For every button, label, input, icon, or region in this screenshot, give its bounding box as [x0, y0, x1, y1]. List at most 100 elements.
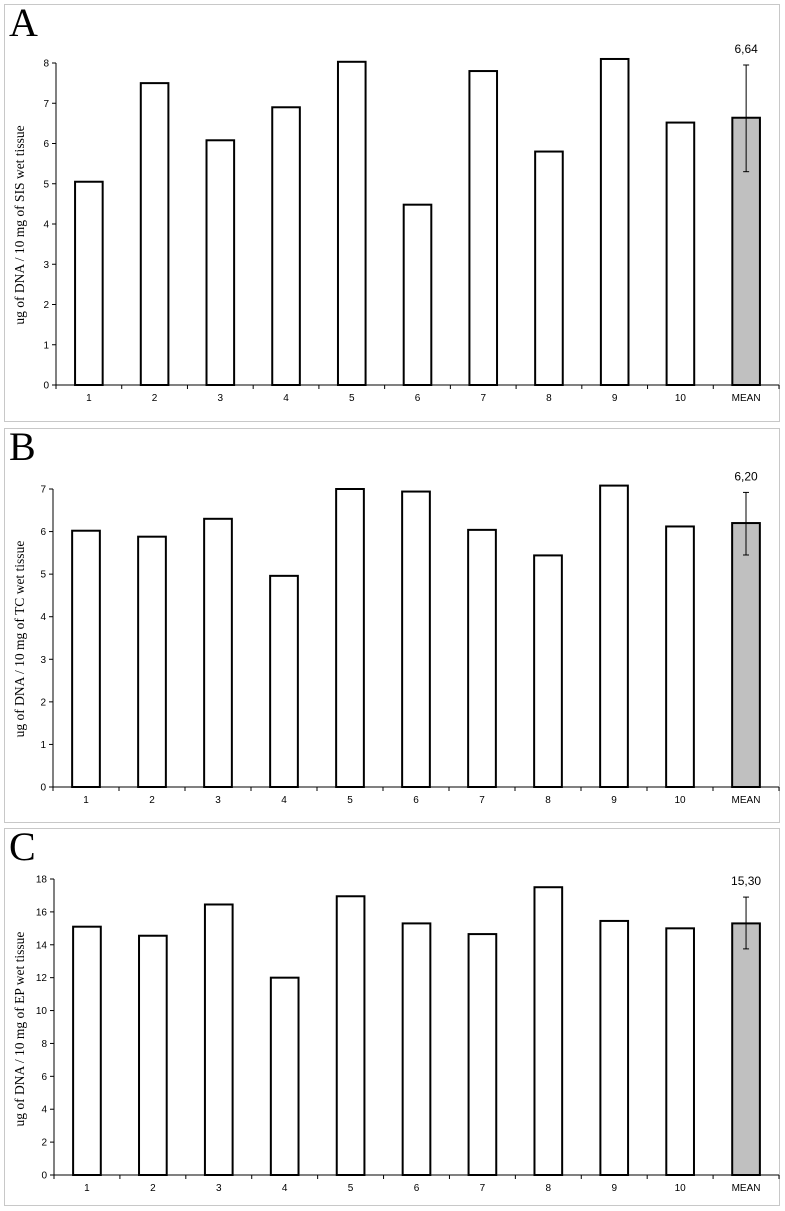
x-tick-label-a: MEAN [732, 393, 761, 404]
y-tick-label-a: 6 [43, 139, 49, 150]
y-tick-label-b: 1 [40, 740, 46, 751]
y-tick-label-a: 2 [43, 300, 49, 311]
x-tick-label-a: 1 [86, 393, 92, 404]
bar-a [599, 57, 630, 386]
y-tick-label-a: 7 [43, 99, 49, 110]
x-tick-label-c: MEAN [732, 1183, 761, 1194]
bar-c [533, 886, 564, 1176]
x-tick-label-a: 6 [415, 393, 421, 404]
y-tick-label-c: 14 [36, 940, 48, 951]
bar-a [205, 139, 236, 386]
y-tick-label-b: 6 [40, 527, 46, 538]
x-tick-label-a: 7 [480, 393, 486, 404]
y-tick-label-c: 18 [36, 875, 48, 886]
y-tick-label-b: 0 [40, 783, 46, 794]
bar-b [533, 554, 563, 789]
y-tick-label-b: 3 [40, 655, 46, 666]
bar-a [468, 70, 499, 387]
mean-value-label-b: 6,20 [734, 469, 758, 483]
bar-a [402, 203, 433, 386]
bar-b [269, 574, 299, 788]
x-tick-label-c: 5 [348, 1183, 354, 1194]
bar-c [599, 919, 630, 1176]
x-tick-label-c: 6 [414, 1183, 420, 1194]
x-tick-label-c: 3 [216, 1183, 222, 1194]
bar-chart-b: 0 1 2 3 4 5 6 7 1 2 3 4 5 6 7 8 9 10 MEAN 6,20 [40, 469, 780, 806]
x-tick-label-b: 8 [545, 795, 551, 806]
x-tick-label-c: 8 [546, 1183, 552, 1194]
panel-letter-b: B [9, 424, 36, 469]
panel-letter-a: A [9, 0, 38, 45]
x-tick-label-b: MEAN [732, 795, 761, 806]
bar-c [401, 922, 432, 1177]
x-tick-label-b: 10 [674, 795, 686, 806]
y-tick-label-a: 3 [43, 260, 49, 271]
x-tick-label-b: 4 [281, 795, 287, 806]
bar-b [401, 490, 431, 788]
y-tick-label-a: 5 [43, 179, 49, 190]
x-tick-label-c: 1 [84, 1183, 90, 1194]
x-tick-label-b: 7 [479, 795, 485, 806]
y-tick-label-b: 4 [40, 612, 46, 623]
mean-value-label-c: 15,30 [731, 874, 761, 888]
bar-a [271, 106, 301, 387]
x-tick-label-b: 5 [347, 795, 353, 806]
y-tick-label-a: 4 [43, 220, 49, 231]
y-tick-label-c: 6 [41, 1072, 47, 1083]
y-tick-label-a: 0 [43, 381, 49, 392]
y-tick-label-a: 1 [43, 340, 49, 351]
x-tick-label-c: 2 [150, 1183, 156, 1194]
bar-c [269, 976, 300, 1176]
y-tick-label-c: 4 [41, 1105, 47, 1116]
x-tick-label-b: 3 [215, 795, 221, 806]
bar-b [665, 525, 695, 788]
bar-c [335, 895, 366, 1177]
bar-chart-a: 0 1 2 3 4 5 6 7 8 1 2 3 4 5 6 7 8 9 10 MEAN 6,64 [43, 42, 780, 404]
y-tick-label-c: 8 [41, 1039, 47, 1050]
bar-a [336, 60, 367, 386]
bar-a [139, 82, 170, 386]
y-tick-label-b: 7 [40, 485, 46, 496]
bar-b [467, 528, 497, 789]
bar-b [137, 535, 167, 789]
x-tick-label-a: 4 [283, 393, 289, 404]
y-tick-label-c: 0 [41, 1171, 47, 1182]
y-tick-label-c: 12 [36, 973, 48, 984]
x-tick-label-a: 9 [612, 393, 618, 404]
y-tick-label-c: 2 [41, 1138, 47, 1149]
bar-b [335, 488, 365, 788]
x-tick-label-b: 6 [413, 795, 419, 806]
x-tick-label-b: 2 [149, 795, 155, 806]
bar-b [599, 484, 629, 788]
x-tick-label-a: 3 [218, 393, 224, 404]
bar-b [71, 529, 101, 788]
bar-c [72, 925, 102, 1176]
x-tick-label-c: 10 [675, 1183, 687, 1194]
bar-a [665, 121, 696, 386]
mean-value-label-a: 6,64 [734, 42, 758, 56]
panel-letter-c: C [9, 824, 36, 869]
y-tick-label-c: 16 [36, 907, 48, 918]
bar-a [534, 150, 564, 386]
mean-bar-b [731, 522, 761, 789]
x-tick-label-b: 1 [83, 795, 89, 806]
x-tick-label-a: 5 [349, 393, 355, 404]
x-tick-label-c: 9 [611, 1183, 617, 1194]
x-tick-label-a: 10 [675, 393, 687, 404]
bar-b [203, 517, 233, 789]
bar-c [467, 933, 498, 1177]
y-tick-label-c: 10 [36, 1006, 48, 1017]
y-tick-label-b: 2 [40, 697, 46, 708]
bar-a [74, 180, 104, 386]
x-tick-label-a: 2 [152, 393, 158, 404]
x-tick-label-b: 9 [611, 795, 617, 806]
y-tick-label-b: 5 [40, 570, 46, 581]
mean-bar-c [731, 922, 761, 1177]
y-tick-label-a: 8 [43, 59, 49, 70]
bar-c [138, 934, 168, 1176]
bar-c [203, 903, 234, 1176]
